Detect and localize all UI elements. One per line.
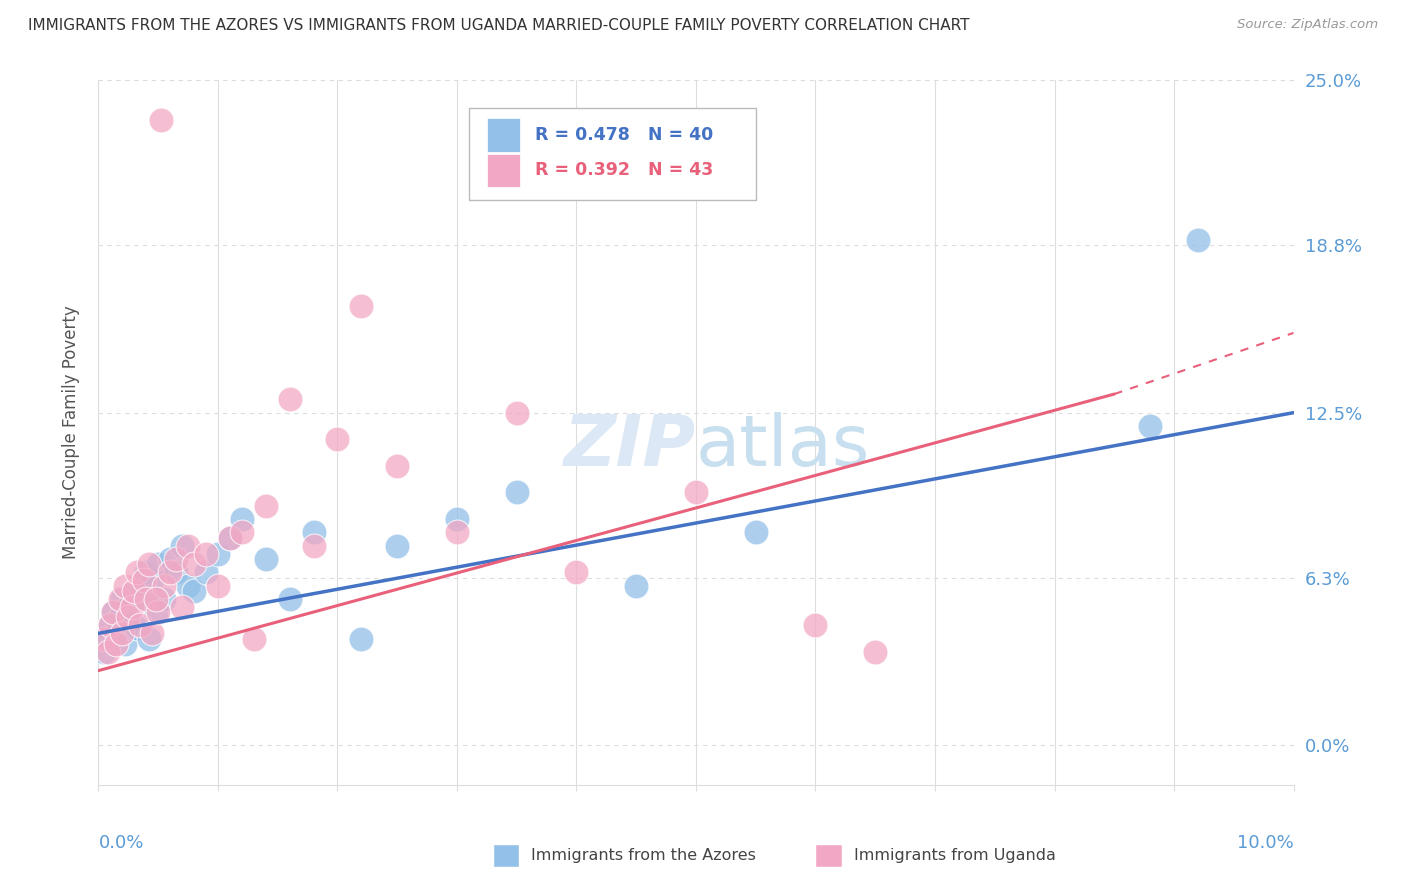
Text: R = 0.392   N = 43: R = 0.392 N = 43 bbox=[534, 161, 713, 179]
Text: IMMIGRANTS FROM THE AZORES VS IMMIGRANTS FROM UGANDA MARRIED-COUPLE FAMILY POVER: IMMIGRANTS FROM THE AZORES VS IMMIGRANTS… bbox=[28, 18, 970, 33]
Point bbox=[93, 645, 115, 659]
Point bbox=[231, 512, 253, 526]
Point bbox=[145, 591, 167, 606]
Y-axis label: Married-Couple Family Poverty: Married-Couple Family Poverty bbox=[62, 306, 80, 559]
Point bbox=[302, 525, 325, 540]
Point bbox=[129, 618, 152, 632]
Point bbox=[105, 626, 128, 640]
Point bbox=[97, 645, 120, 659]
Point bbox=[243, 632, 266, 646]
Point bbox=[124, 583, 146, 598]
Text: R = 0.478   N = 40: R = 0.478 N = 40 bbox=[534, 127, 713, 145]
Point bbox=[138, 632, 160, 646]
Point bbox=[195, 547, 218, 561]
Point bbox=[138, 558, 160, 572]
Point bbox=[114, 637, 136, 651]
Point bbox=[565, 566, 588, 580]
Point bbox=[804, 618, 827, 632]
Point bbox=[183, 558, 205, 572]
Point bbox=[98, 618, 122, 632]
Point bbox=[105, 637, 128, 651]
Point bbox=[101, 605, 124, 619]
Point bbox=[207, 578, 229, 592]
Point bbox=[278, 392, 301, 407]
Point bbox=[745, 525, 768, 540]
Point bbox=[159, 552, 181, 566]
Point bbox=[93, 632, 115, 646]
Point bbox=[506, 406, 529, 420]
Point bbox=[117, 610, 139, 624]
Point bbox=[446, 512, 468, 526]
Point bbox=[385, 458, 409, 473]
Point bbox=[114, 578, 136, 592]
Point bbox=[177, 578, 200, 592]
Text: atlas: atlas bbox=[696, 412, 870, 481]
Text: Source: ZipAtlas.com: Source: ZipAtlas.com bbox=[1237, 18, 1378, 31]
Point bbox=[108, 610, 131, 624]
Point bbox=[165, 566, 187, 580]
Point bbox=[326, 432, 349, 446]
Point bbox=[626, 578, 648, 592]
Point bbox=[219, 531, 242, 545]
Point bbox=[350, 299, 373, 313]
Point bbox=[165, 552, 187, 566]
Point bbox=[125, 566, 148, 580]
Point bbox=[254, 552, 277, 566]
Text: Immigrants from the Azores: Immigrants from the Azores bbox=[531, 848, 756, 863]
Point bbox=[145, 605, 167, 619]
Point bbox=[153, 578, 176, 592]
Point bbox=[148, 558, 170, 572]
Point bbox=[278, 591, 301, 606]
Point bbox=[685, 485, 707, 500]
Point bbox=[219, 531, 242, 545]
Point bbox=[129, 578, 152, 592]
Point bbox=[132, 591, 155, 606]
Text: 10.0%: 10.0% bbox=[1237, 834, 1294, 852]
Point bbox=[124, 583, 146, 598]
Bar bbox=[815, 844, 842, 867]
Point bbox=[111, 591, 134, 606]
Point bbox=[98, 618, 122, 632]
Point bbox=[172, 539, 194, 553]
Point bbox=[135, 566, 157, 580]
Point bbox=[207, 547, 229, 561]
Point bbox=[141, 573, 163, 587]
Text: 0.0%: 0.0% bbox=[98, 834, 143, 852]
Text: Immigrants from Uganda: Immigrants from Uganda bbox=[853, 848, 1056, 863]
Point bbox=[141, 626, 163, 640]
Point bbox=[195, 566, 218, 580]
Point bbox=[121, 599, 143, 614]
Point bbox=[121, 615, 143, 630]
Point bbox=[172, 599, 194, 614]
Bar bbox=[486, 153, 520, 187]
Point bbox=[125, 621, 148, 635]
Bar bbox=[494, 844, 519, 867]
Point bbox=[101, 605, 124, 619]
Point bbox=[231, 525, 253, 540]
Point bbox=[446, 525, 468, 540]
Point bbox=[159, 566, 181, 580]
Point bbox=[385, 539, 409, 553]
Point bbox=[1139, 419, 1161, 434]
Point bbox=[149, 113, 172, 128]
Point bbox=[350, 632, 373, 646]
Point bbox=[1187, 233, 1209, 247]
Point bbox=[177, 539, 200, 553]
Text: ZIP: ZIP bbox=[564, 412, 696, 481]
Point bbox=[135, 591, 157, 606]
Point bbox=[254, 499, 277, 513]
Point bbox=[97, 632, 120, 646]
Point bbox=[183, 583, 205, 598]
Bar bbox=[486, 119, 520, 153]
FancyBboxPatch shape bbox=[470, 109, 756, 200]
Point bbox=[108, 591, 131, 606]
Point bbox=[153, 591, 176, 606]
Point bbox=[111, 626, 134, 640]
Point bbox=[506, 485, 529, 500]
Point bbox=[302, 539, 325, 553]
Point bbox=[865, 645, 887, 659]
Point bbox=[117, 599, 139, 614]
Point bbox=[148, 605, 170, 619]
Point bbox=[132, 573, 155, 587]
